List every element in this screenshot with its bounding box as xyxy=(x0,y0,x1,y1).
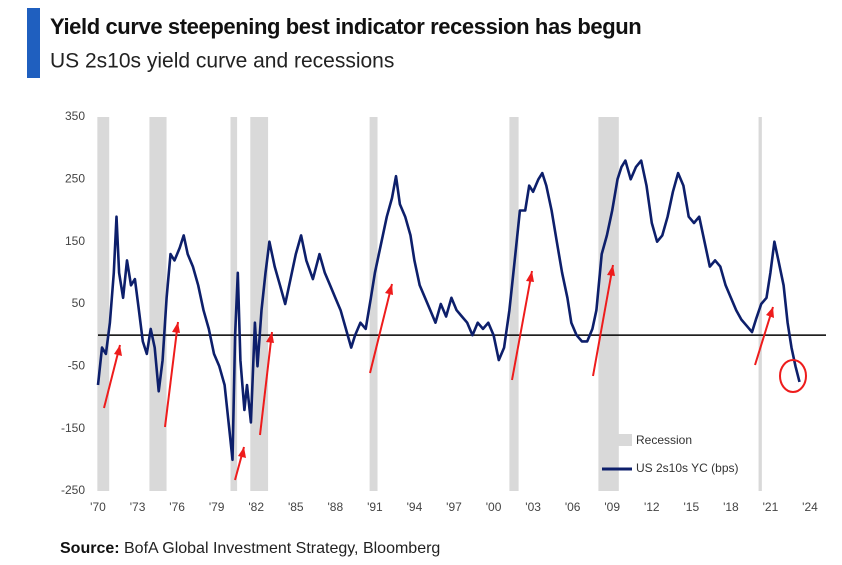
arrow xyxy=(103,344,121,409)
x-tick-label: '24 xyxy=(802,500,818,514)
arrow xyxy=(164,321,179,428)
series-line xyxy=(96,159,801,462)
chart-title: Yield curve steepening best indicator re… xyxy=(50,14,641,39)
y-tick-label: 50 xyxy=(72,296,86,310)
x-tick-label: '91 xyxy=(367,500,383,514)
arrowhead xyxy=(238,447,246,458)
y-tick-label: 150 xyxy=(65,234,85,248)
recession-band xyxy=(369,117,378,491)
x-tick-label: '21 xyxy=(763,500,779,514)
arrow xyxy=(369,283,393,374)
y-tick-label: -250 xyxy=(61,483,85,497)
source-label: Source: xyxy=(60,540,120,557)
arrowhead xyxy=(114,345,122,356)
x-tick-label: '73 xyxy=(130,500,146,514)
y-tick-label: 350 xyxy=(65,109,85,123)
recession-band xyxy=(598,117,619,491)
recession-bands xyxy=(97,117,762,491)
recession-band xyxy=(509,117,519,491)
x-tick-label: '85 xyxy=(288,500,304,514)
title-accent xyxy=(27,8,40,78)
highlight-circle xyxy=(779,359,807,393)
arrow xyxy=(511,270,533,381)
y-tick-label: -50 xyxy=(68,359,86,373)
x-tick-label: '97 xyxy=(446,500,462,514)
arrowheads xyxy=(114,265,774,458)
recession-band xyxy=(149,117,167,491)
annotations xyxy=(103,264,807,481)
arrowhead xyxy=(766,307,774,318)
source-text: BofA Global Investment Strategy, Bloombe… xyxy=(124,540,440,557)
x-tick-label: '94 xyxy=(407,500,423,514)
arrow xyxy=(754,306,774,366)
x-tick-label: '06 xyxy=(565,500,581,514)
x-tick-label: '70 xyxy=(90,500,106,514)
arrow xyxy=(259,331,273,436)
arrows xyxy=(103,264,774,481)
chart-subtitle: US 2s10s yield curve and recessions xyxy=(50,50,394,73)
y-tick-label: -150 xyxy=(61,421,85,435)
plot: -250 -150 -50 50 150 250 350 '70 '73 '76 '79 '82 '85… xyxy=(61,109,826,514)
x-tick-label: '79 xyxy=(209,500,225,514)
x-tick-label: '15 xyxy=(684,500,700,514)
x-tick-label: '03 xyxy=(525,500,541,514)
x-tick-label: '12 xyxy=(644,500,660,514)
y-tick-label: 250 xyxy=(65,172,85,186)
legend: Recession US 2s10s YC (bps) xyxy=(602,433,739,475)
x-tick-label: '82 xyxy=(248,500,264,514)
arrow xyxy=(592,264,614,377)
recession-band xyxy=(230,117,238,491)
x-tick-label: '09 xyxy=(604,500,620,514)
recession-band xyxy=(97,117,110,491)
legend-swatch xyxy=(604,434,632,446)
arrowhead xyxy=(526,271,534,282)
x-tick-label: '88 xyxy=(328,500,344,514)
x-tick-label: '00 xyxy=(486,500,502,514)
legend-label: US 2s10s YC (bps) xyxy=(636,461,739,475)
arrowhead xyxy=(266,332,274,343)
arrowhead xyxy=(385,284,393,295)
x-tick-label: '76 xyxy=(169,500,185,514)
arrowhead xyxy=(172,322,180,333)
legend-label: Recession xyxy=(636,433,692,447)
arrowhead xyxy=(607,265,615,276)
x-tick-label: '18 xyxy=(723,500,739,514)
